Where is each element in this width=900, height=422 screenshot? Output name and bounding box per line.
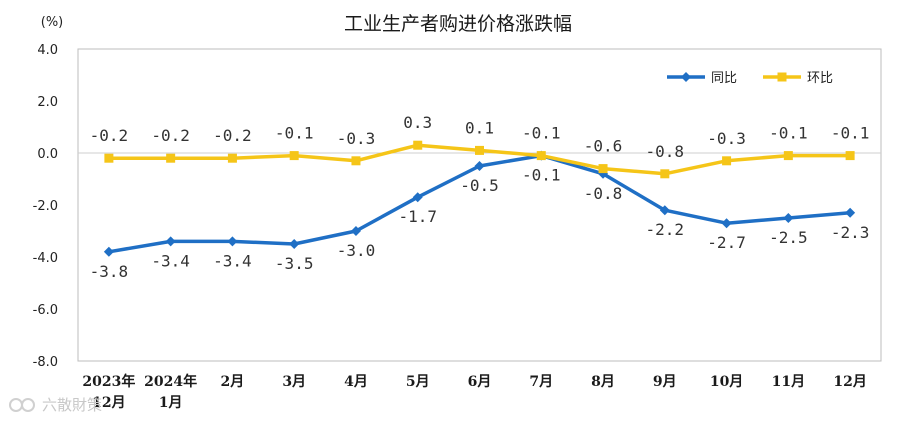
data-point-mom — [289, 151, 299, 161]
data-point-yoy — [165, 236, 176, 247]
x-tick-label: 2023年 — [82, 373, 135, 390]
data-point-mom — [351, 156, 361, 166]
data-label-mom: -0.1 — [522, 124, 561, 143]
x-tick-label: 12月 — [92, 395, 125, 411]
data-label-yoy: -0.1 — [522, 166, 561, 185]
data-point-mom — [413, 140, 423, 150]
watermark-text: 六散財策 — [42, 396, 102, 414]
x-tick-label: 8月 — [591, 374, 615, 390]
data-point-mom — [166, 153, 176, 163]
legend-label: 环比 — [807, 71, 833, 86]
data-point-yoy — [289, 239, 300, 249]
data-point-yoy — [474, 161, 485, 171]
legend: 同比 环比 — [667, 71, 833, 86]
y-tick-label: 4.0 — [37, 43, 58, 58]
data-point-mom — [598, 164, 608, 174]
y-tick-label: -4.0 — [33, 251, 58, 266]
data-point-yoy — [412, 192, 423, 203]
data-label-yoy: -2.2 — [646, 220, 685, 239]
x-tick-label: 7月 — [529, 374, 553, 390]
x-axis: 2023年 12月 2024年 1月 2月 3月 4月 5月 6月 7月 8月 9月 10月 11月 12月 — [82, 373, 866, 411]
data-label-mom: -0.6 — [584, 137, 623, 156]
x-tick-label: 12月 — [833, 374, 866, 390]
x-tick-label: 2024年 — [144, 373, 197, 390]
y-tick-label: 2.0 — [37, 95, 58, 110]
x-tick-label: 2月 — [221, 374, 245, 390]
data-point-mom — [227, 153, 237, 163]
data-point-mom — [536, 151, 546, 161]
chart-title: 工业生产者购进价格涨跌幅 — [344, 13, 572, 35]
data-label-yoy: -3.5 — [275, 254, 314, 273]
y-tick-label: -2.0 — [33, 199, 58, 214]
data-label-yoy: -2.3 — [831, 223, 870, 242]
data-label-mom: -0.3 — [337, 129, 376, 148]
legend-label: 同比 — [711, 71, 737, 86]
y-axis-unit: (%) — [41, 15, 64, 30]
plot-area-border — [77, 48, 882, 362]
x-tick-label: 4月 — [344, 374, 368, 390]
data-point-yoy — [845, 207, 856, 218]
data-point-mom — [104, 153, 114, 163]
data-label-mom: -0.2 — [213, 126, 252, 145]
data-point-yoy — [227, 236, 238, 247]
data-label-mom: -0.3 — [707, 129, 746, 148]
data-label-mom: 0.3 — [403, 113, 432, 132]
x-tick-label: 3月 — [282, 374, 306, 390]
data-point-yoy — [721, 218, 732, 229]
data-label-yoy: -3.4 — [213, 251, 252, 270]
data-label-yoy: -0.5 — [460, 176, 499, 195]
series-layer — [103, 140, 856, 257]
data-label-yoy: -3.4 — [151, 251, 190, 270]
data-label-mom: 0.1 — [465, 118, 494, 137]
data-label-mom: -0.2 — [90, 126, 129, 145]
x-tick-label: 6月 — [468, 374, 492, 390]
data-label-mom: -0.1 — [831, 124, 870, 143]
data-point-mom — [660, 169, 670, 179]
data-point-yoy — [103, 246, 114, 257]
data-labels-layer: -3.8 -3.4 -3.4 -3.5 -3.0 -1.7 -0.5 -0.1 -0.8 -2.2… — [90, 113, 870, 281]
watermark-logo-icon — [9, 398, 35, 412]
legend-marker — [681, 72, 691, 82]
data-point-yoy — [350, 226, 361, 236]
data-label-yoy: -1.7 — [398, 207, 437, 226]
data-point-mom — [783, 151, 793, 161]
x-tick-label: 9月 — [653, 374, 677, 390]
data-point-mom — [722, 156, 732, 166]
data-label-yoy: -3.0 — [337, 241, 376, 260]
data-label-mom: -0.2 — [151, 126, 190, 145]
data-label-yoy: -0.8 — [584, 184, 623, 203]
x-tick-label: 1月 — [159, 395, 183, 411]
x-tick-label: 10月 — [710, 374, 743, 390]
data-label-yoy: -2.5 — [769, 228, 808, 247]
x-tick-label: 5月 — [406, 374, 430, 390]
y-tick-label: -8.0 — [33, 355, 58, 370]
data-point-mom — [845, 151, 855, 161]
x-tick-label: 11月 — [772, 374, 805, 390]
y-axis: 4.0 2.0 0.0 -2.0 -4.0 -6.0 -8.0 — [33, 43, 58, 370]
data-point-yoy — [783, 213, 794, 223]
data-point-yoy — [659, 205, 670, 216]
y-tick-label: 0.0 — [37, 147, 58, 162]
data-label-yoy: -3.8 — [90, 262, 129, 281]
data-label-yoy: -2.7 — [707, 233, 746, 252]
legend-marker — [777, 72, 787, 82]
data-label-mom: -0.1 — [769, 124, 808, 143]
data-label-mom: -0.8 — [646, 142, 685, 161]
data-label-mom: -0.1 — [275, 124, 314, 143]
data-point-mom — [475, 145, 484, 155]
y-tick-label: -6.0 — [33, 303, 58, 318]
